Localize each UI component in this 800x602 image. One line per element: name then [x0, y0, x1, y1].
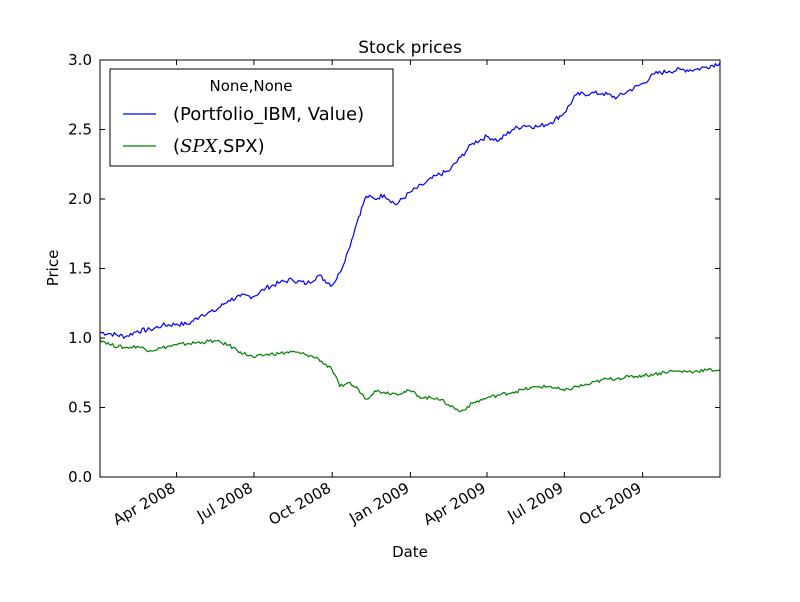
legend-label-spx: (SPX,SPX) — [173, 136, 265, 157]
series-line-spx-spx — [99, 339, 721, 413]
legend-label-spx-open: ( — [173, 136, 180, 157]
y-axis-label: Price — [44, 250, 62, 287]
y-tick-label: 2.5 — [68, 121, 92, 139]
y-tick-label: 1.5 — [68, 260, 92, 278]
series-line-portfolio-ibm-value — [99, 62, 721, 339]
y-tick-label: 3.0 — [68, 51, 92, 69]
x-axis-label: Date — [392, 543, 428, 561]
y-axis: 0.0 0.5 1.0 1.5 2.0 2.5 3.0 — [68, 51, 720, 486]
y-tick-label: 2.0 — [68, 190, 92, 208]
chart-title: Stock prices — [358, 38, 462, 58]
legend-label-portfolio-ibm-text: (Portfolio_IBM, Value) — [173, 104, 364, 125]
legend-label-spx-close: ,SPX) — [217, 136, 264, 157]
y-tick-label: 1.0 — [68, 329, 92, 347]
legend: None,None (Portfolio_IBM, Value) (SPX,SP… — [109, 68, 394, 167]
legend-title: None,None — [209, 77, 292, 95]
legend-box — [109, 68, 394, 167]
y-tick-label: 0.5 — [68, 399, 92, 417]
series-layer — [99, 62, 721, 413]
y-tick-label: 0.0 — [68, 468, 92, 486]
legend-label-portfolio-ibm: (Portfolio_IBM, Value) — [173, 104, 364, 125]
legend-label-spx-math: SPX — [180, 136, 218, 157]
